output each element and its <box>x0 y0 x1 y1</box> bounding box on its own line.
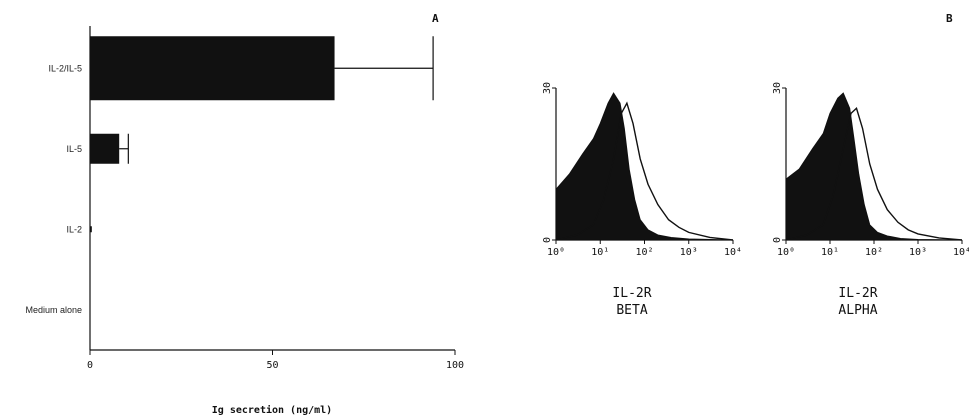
x-tick-label: 50 <box>266 360 278 371</box>
category-label: IL-2/IL-5 <box>48 63 82 73</box>
category-label: Medium alone <box>25 305 82 315</box>
x-axis-title: Ig secretion (ng/ml) <box>212 404 332 416</box>
panel-b-label: B <box>946 12 953 25</box>
category-label: IL-5 <box>66 144 82 154</box>
bar-il-5 <box>90 133 120 164</box>
x-tick-label: 10⁰ <box>547 247 565 258</box>
histogram-title-line: BETA <box>616 303 647 318</box>
histogram-filled-series <box>785 92 963 241</box>
category-label: IL-2 <box>66 224 82 234</box>
x-tick-label: 100 <box>446 360 464 371</box>
histogram-outline-series <box>555 101 734 241</box>
x-tick-label: 10⁴ <box>724 247 742 258</box>
y-tick-label: 0 <box>542 237 553 243</box>
y-tick-label: 30 <box>542 82 553 94</box>
x-tick-label: 10³ <box>680 247 698 258</box>
histogram-title-line: IL-2R <box>838 286 877 301</box>
bar-il-2-il-5 <box>90 36 335 101</box>
histogram-il2r-beta: 10⁰ 10¹ 10² 10³ 10⁴ 0 30 IL-2R BETA <box>542 82 742 318</box>
x-tick-label: 10¹ <box>821 247 839 258</box>
x-tick-label: 10⁰ <box>777 247 795 258</box>
histogram-outline-series <box>785 106 963 241</box>
histogram-filled-series <box>555 92 734 241</box>
x-tick-label: 10² <box>865 247 883 258</box>
histogram-title-line: IL-2R <box>612 286 651 301</box>
y-tick-label: 0 <box>772 237 783 243</box>
bar-chart-a: IL-2/IL-5 IL-5 IL-2 Medium alone 0 50 100 Ig se… <box>25 26 464 416</box>
x-tick-label: 10¹ <box>591 247 609 258</box>
bar-il-2 <box>90 226 92 233</box>
x-tick-label: 10⁴ <box>953 247 969 258</box>
y-tick-label: 30 <box>772 82 783 94</box>
x-tick-label: 10³ <box>909 247 927 258</box>
histogram-il2r-alpha: 10⁰ 10¹ 10² 10³ 10⁴ 0 30 IL-2R ALPHA <box>772 82 969 318</box>
x-tick-label: 0 <box>87 360 93 371</box>
x-tick-label: 10² <box>635 247 653 258</box>
panel-a-label: A <box>432 12 439 25</box>
histogram-title-line: ALPHA <box>838 303 877 318</box>
